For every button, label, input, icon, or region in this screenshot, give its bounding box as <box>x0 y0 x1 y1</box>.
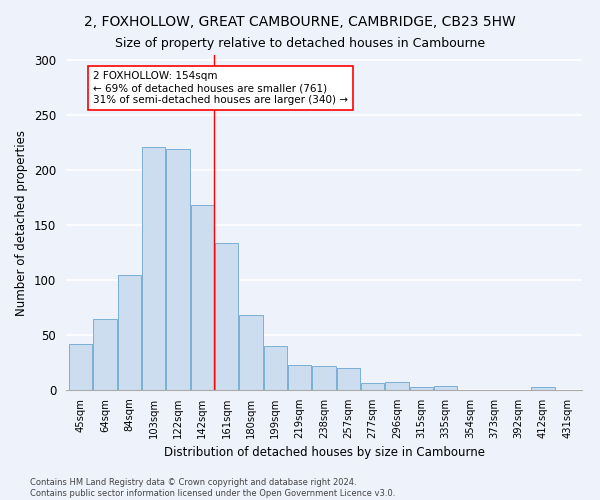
Bar <box>337 368 360 390</box>
Bar <box>142 148 165 390</box>
Bar <box>94 318 116 390</box>
Bar <box>361 384 384 390</box>
Text: 2, FOXHOLLOW, GREAT CAMBOURNE, CAMBRIDGE, CB23 5HW: 2, FOXHOLLOW, GREAT CAMBOURNE, CAMBRIDGE… <box>84 15 516 29</box>
Bar <box>69 344 92 390</box>
Y-axis label: Number of detached properties: Number of detached properties <box>16 130 28 316</box>
Bar <box>215 243 238 390</box>
Bar <box>434 386 457 390</box>
Text: 2 FOXHOLLOW: 154sqm
← 69% of detached houses are smaller (761)
31% of semi-detac: 2 FOXHOLLOW: 154sqm ← 69% of detached ho… <box>93 72 348 104</box>
Bar <box>191 206 214 390</box>
Bar <box>410 386 433 390</box>
Bar <box>288 364 311 390</box>
Text: Contains HM Land Registry data © Crown copyright and database right 2024.
Contai: Contains HM Land Registry data © Crown c… <box>30 478 395 498</box>
Bar <box>385 382 409 390</box>
Text: Size of property relative to detached houses in Cambourne: Size of property relative to detached ho… <box>115 38 485 51</box>
Bar <box>239 316 263 390</box>
Bar <box>264 346 287 390</box>
Bar <box>532 386 554 390</box>
X-axis label: Distribution of detached houses by size in Cambourne: Distribution of detached houses by size … <box>163 446 485 460</box>
Bar <box>166 150 190 390</box>
Bar <box>313 366 335 390</box>
Bar <box>118 274 141 390</box>
